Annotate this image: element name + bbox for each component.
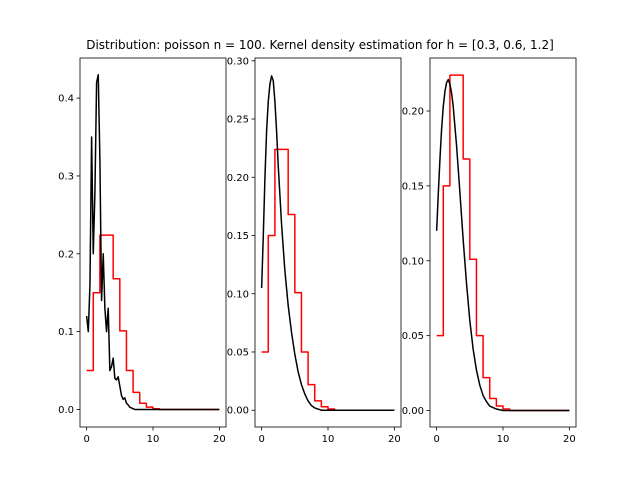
kde-series-line-2 xyxy=(260,75,395,411)
y-tick-label: 0.15 xyxy=(227,231,249,242)
x-tick-label: 0 xyxy=(83,434,89,445)
subplot-3: 0 10 20 0.00 0.05 0.10 0.15 0.20 xyxy=(402,57,577,445)
y-tick-label: 0.3 xyxy=(58,171,74,182)
y-tick-label: 0.25 xyxy=(227,115,249,126)
x-tick-label: 10 xyxy=(322,434,335,445)
y-tick-label: 0.4 xyxy=(58,94,74,105)
y-tick-label: 0.20 xyxy=(402,107,424,118)
y-tick-label: 0.00 xyxy=(227,406,249,417)
y-tick-label: 0.0 xyxy=(58,405,74,416)
y-tick-label: 0.20 xyxy=(227,173,249,184)
y-tick-label: 0.10 xyxy=(402,256,424,267)
y-tick-label: 0.15 xyxy=(402,181,424,192)
subplot-2: 0 10 20 0.00 0.05 0.10 0.15 0.20 0.25 0.30 xyxy=(227,56,402,445)
subplots: 0 10 20 0.0 0.1 0.2 0.3 0.4 0 10 20 0.00 0.05 0.10 0.1… xyxy=(58,56,577,445)
y-tick-label: 0.10 xyxy=(227,289,249,300)
kde-series-line-3 xyxy=(435,78,570,412)
x-tick-label: 20 xyxy=(388,434,401,445)
x-tick-label: 0 xyxy=(433,434,439,445)
x-tick-label: 20 xyxy=(563,434,576,445)
figure-title: Distribution: poisson n = 100. Kernel de… xyxy=(86,38,554,52)
x-tick-label: 20 xyxy=(213,434,226,445)
y-tick-label: 0.05 xyxy=(227,347,249,358)
y-tick-label: 0.30 xyxy=(227,56,249,67)
subplot-1: 0 10 20 0.0 0.1 0.2 0.3 0.4 xyxy=(58,57,227,445)
x-tick-label: 10 xyxy=(147,434,160,445)
kde-series-line-1 xyxy=(85,73,220,411)
x-tick-label: 0 xyxy=(258,434,264,445)
x-tick-label: 10 xyxy=(497,434,510,445)
y-tick-label: 0.05 xyxy=(402,331,424,342)
y-tick-label: 0.00 xyxy=(402,406,424,417)
y-tick-label: 0.1 xyxy=(58,327,74,338)
y-tick-label: 0.2 xyxy=(58,249,74,260)
